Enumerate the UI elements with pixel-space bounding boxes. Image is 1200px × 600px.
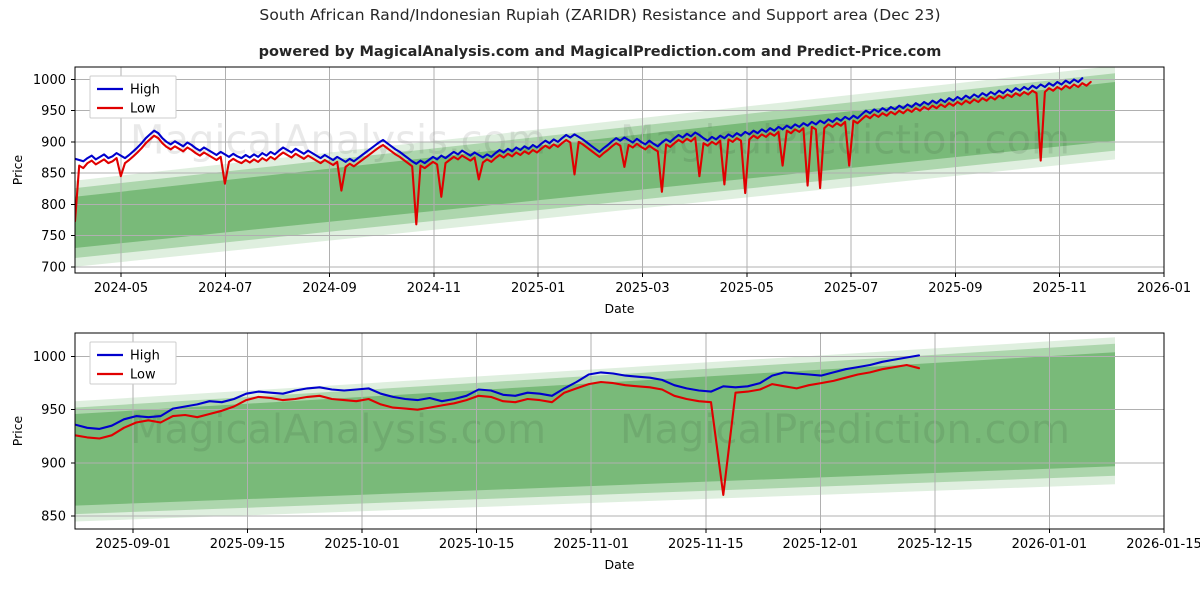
xtick-label-1: 2025-09-15 bbox=[210, 537, 286, 552]
legend-label-low: Low bbox=[130, 102, 156, 117]
series-low bbox=[75, 363, 921, 496]
legend-label-high: High bbox=[130, 83, 160, 98]
ytick-label-2: 800 bbox=[41, 198, 66, 213]
xtick-label-8: 2025-09 bbox=[928, 281, 982, 296]
top-panel: MagicalAnalysis.com MagicalPrediction.com… bbox=[10, 66, 1191, 316]
band-middle bbox=[75, 343, 1115, 515]
x-axis-title: Date bbox=[605, 557, 635, 572]
legend-label-high: High bbox=[130, 349, 160, 364]
ytick-label-0: 850 bbox=[41, 510, 66, 525]
xtick-label-2: 2024-09 bbox=[302, 281, 356, 296]
xtick-label-6: 2025-05 bbox=[720, 281, 774, 296]
band-inner bbox=[75, 82, 1115, 248]
xtick-label-6: 2025-12-01 bbox=[783, 537, 859, 552]
legend: High Low bbox=[89, 341, 177, 385]
xtick-label-2: 2025-10-01 bbox=[324, 537, 400, 552]
xtick-label-10: 2026-01 bbox=[1137, 281, 1191, 296]
watermark-left: MagicalAnalysis.com bbox=[130, 407, 546, 453]
ytick-label-4: 900 bbox=[41, 135, 66, 150]
ytick-label-3: 1000 bbox=[33, 350, 66, 365]
xtick-label-0: 2025-09-01 bbox=[95, 537, 171, 552]
xtick-label-5: 2025-03 bbox=[615, 281, 669, 296]
plot-border bbox=[74, 66, 1165, 274]
watermark-right: MagicalPrediction.com bbox=[620, 407, 1070, 453]
ytick-label-2: 950 bbox=[41, 403, 66, 418]
page-subtitle: powered by MagicalAnalysis.com and Magic… bbox=[258, 44, 942, 60]
xtick-label-3: 2025-10-15 bbox=[439, 537, 515, 552]
ytick-label-3: 850 bbox=[41, 167, 66, 182]
series-low bbox=[75, 80, 1092, 226]
legend-label-low: Low bbox=[130, 368, 156, 383]
xtick-label-1: 2024-07 bbox=[198, 281, 252, 296]
xtick-label-0: 2024-05 bbox=[94, 281, 148, 296]
ytick-label-5: 950 bbox=[41, 104, 66, 119]
plot-border bbox=[74, 332, 1165, 530]
ytick-label-6: 1000 bbox=[33, 73, 66, 88]
plot-inner: MagicalAnalysis.com MagicalPrediction.com bbox=[75, 333, 1164, 529]
band-outer bbox=[75, 337, 1115, 522]
xtick-label-7: 2025-12-15 bbox=[897, 537, 973, 552]
y-axis-title: Price bbox=[10, 154, 25, 185]
xtick-label-4: 2025-11-01 bbox=[553, 537, 629, 552]
band-inner bbox=[75, 352, 1115, 506]
xtick-label-3: 2024-11 bbox=[407, 281, 461, 296]
x-axis-title: Date bbox=[605, 301, 635, 316]
band-middle bbox=[75, 73, 1115, 258]
xtick-label-8: 2026-01-01 bbox=[1012, 537, 1088, 552]
xtick-label-7: 2025-07 bbox=[824, 281, 878, 296]
legend: High Low bbox=[89, 75, 177, 119]
bottom-panel: MagicalAnalysis.com MagicalPrediction.com… bbox=[10, 332, 1200, 572]
xtick-label-5: 2025-11-15 bbox=[668, 537, 744, 552]
ytick-label-1: 750 bbox=[41, 229, 66, 244]
xtick-label-9: 2026-01-15 bbox=[1126, 537, 1200, 552]
page-title: South African Rand/Indonesian Rupiah (ZA… bbox=[259, 6, 941, 24]
series-high bbox=[75, 354, 921, 430]
plot-background bbox=[75, 67, 1164, 273]
xtick-label-4: 2025-01 bbox=[511, 281, 565, 296]
plot-background bbox=[75, 333, 1164, 529]
ytick-label-1: 900 bbox=[41, 456, 66, 471]
plot-inner: MagicalAnalysis.com MagicalPrediction.com bbox=[75, 67, 1164, 273]
ytick-label-0: 700 bbox=[41, 260, 66, 275]
series-high bbox=[75, 77, 1084, 165]
y-axis-title: Price bbox=[10, 415, 25, 446]
xtick-label-9: 2025-11 bbox=[1033, 281, 1087, 296]
